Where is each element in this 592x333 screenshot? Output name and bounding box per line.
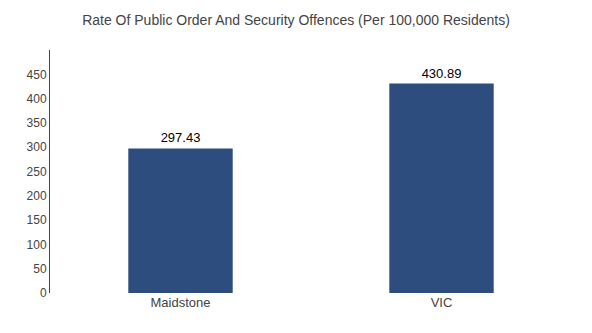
svg-text:0: 0 xyxy=(40,286,47,300)
svg-text:250: 250 xyxy=(27,165,47,179)
svg-text:300: 300 xyxy=(27,140,47,154)
svg-text:430.89: 430.89 xyxy=(422,66,462,81)
svg-text:297.43: 297.43 xyxy=(161,130,201,145)
svg-text:VIC: VIC xyxy=(431,295,453,310)
svg-text:Rate Of Public Order And Secur: Rate Of Public Order And Security Offenc… xyxy=(82,12,510,28)
svg-text:Maidstone: Maidstone xyxy=(151,295,211,310)
svg-text:200: 200 xyxy=(27,189,47,203)
svg-text:100: 100 xyxy=(27,238,47,252)
svg-text:350: 350 xyxy=(27,116,47,130)
svg-text:150: 150 xyxy=(27,213,47,227)
svg-text:450: 450 xyxy=(27,68,47,82)
svg-text:400: 400 xyxy=(27,92,47,106)
svg-text:50: 50 xyxy=(33,262,47,276)
